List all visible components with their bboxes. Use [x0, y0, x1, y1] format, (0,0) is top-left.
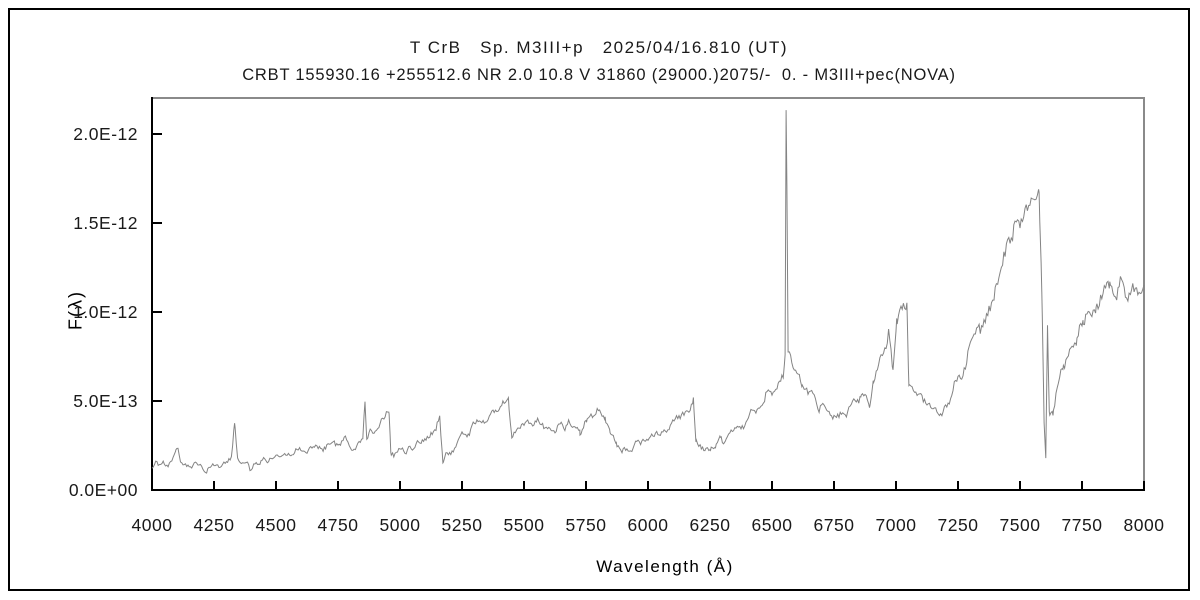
y-tick-label: 0.0E+00 — [69, 480, 138, 500]
x-tick-label: 7750 — [1062, 515, 1103, 535]
x-tick-label: 7000 — [876, 515, 917, 535]
x-tick-label: 6750 — [814, 515, 855, 535]
y-tick-label: 1.0E-12 — [73, 302, 138, 322]
y-tick-label: 1.5E-12 — [73, 213, 138, 233]
chart-title: T CrB Sp. M3III+p 2025/04/16.810 (UT) — [409, 38, 789, 57]
x-tick-label: 6250 — [690, 515, 731, 535]
x-tick-label: 4750 — [318, 515, 359, 535]
x-tick-label: 5750 — [566, 515, 607, 535]
y-tick-label: 5.0E-13 — [73, 391, 138, 411]
x-tick-label: 5250 — [442, 515, 483, 535]
x-tick-label: 5500 — [504, 515, 545, 535]
y-tick-label: 2.0E-12 — [73, 124, 138, 144]
x-tick-label: 4000 — [132, 515, 173, 535]
x-tick-label: 6500 — [752, 515, 793, 535]
chart-subtitle: CRBT 155930.16 +255512.6 NR 2.0 10.8 V 3… — [242, 66, 956, 84]
x-tick-label: 4500 — [256, 515, 297, 535]
x-tick-label: 7500 — [1000, 515, 1041, 535]
x-tick-label: 5000 — [380, 515, 421, 535]
spectrum-line — [151, 110, 1145, 474]
x-tick-label: 6000 — [628, 515, 669, 535]
x-tick-label: 8000 — [1124, 515, 1165, 535]
x-tick-label: 4250 — [194, 515, 235, 535]
figure-frame: T CrB Sp. M3III+p 2025/04/16.810 (UT) CR… — [8, 8, 1190, 591]
x-axis-title: Wavelength (Å) — [596, 557, 734, 576]
x-tick-label: 7250 — [938, 515, 979, 535]
